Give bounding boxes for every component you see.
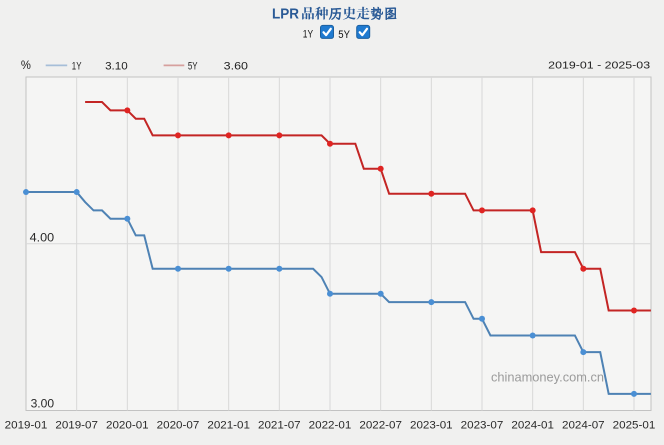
svg-text:3.10: 3.10 xyxy=(105,60,128,72)
svg-text:3.00: 3.00 xyxy=(31,397,55,411)
svg-text:2019-01 - 2025-03: 2019-01 - 2025-03 xyxy=(548,59,650,71)
svg-text:5Y: 5Y xyxy=(338,29,350,41)
svg-text:%: % xyxy=(21,58,31,72)
svg-text:2020-01: 2020-01 xyxy=(106,419,149,431)
svg-text:2020-07: 2020-07 xyxy=(157,419,200,431)
svg-text:chinamoney.com.cn: chinamoney.com.cn xyxy=(491,369,604,384)
svg-text:5Y: 5Y xyxy=(188,60,198,72)
svg-text:LPR: LPR xyxy=(272,6,299,23)
svg-text:2025-01: 2025-01 xyxy=(613,419,656,431)
svg-text:4.00: 4.00 xyxy=(30,230,55,244)
svg-text:2022-01: 2022-01 xyxy=(309,419,352,431)
svg-text:2024-01: 2024-01 xyxy=(511,419,554,431)
svg-text:1Y: 1Y xyxy=(303,29,314,41)
svg-text:2023-07: 2023-07 xyxy=(461,419,504,431)
svg-text:2022-07: 2022-07 xyxy=(359,419,402,431)
svg-text:2021-07: 2021-07 xyxy=(258,419,301,431)
svg-text:2024-07: 2024-07 xyxy=(562,419,605,431)
svg-text:3.60: 3.60 xyxy=(224,60,248,72)
svg-text:2019-07: 2019-07 xyxy=(55,419,98,431)
svg-text:2021-01: 2021-01 xyxy=(207,419,250,431)
svg-text:2019-01: 2019-01 xyxy=(5,419,48,431)
svg-text:2023-01: 2023-01 xyxy=(410,419,453,431)
svg-text:1Y: 1Y xyxy=(72,60,82,72)
